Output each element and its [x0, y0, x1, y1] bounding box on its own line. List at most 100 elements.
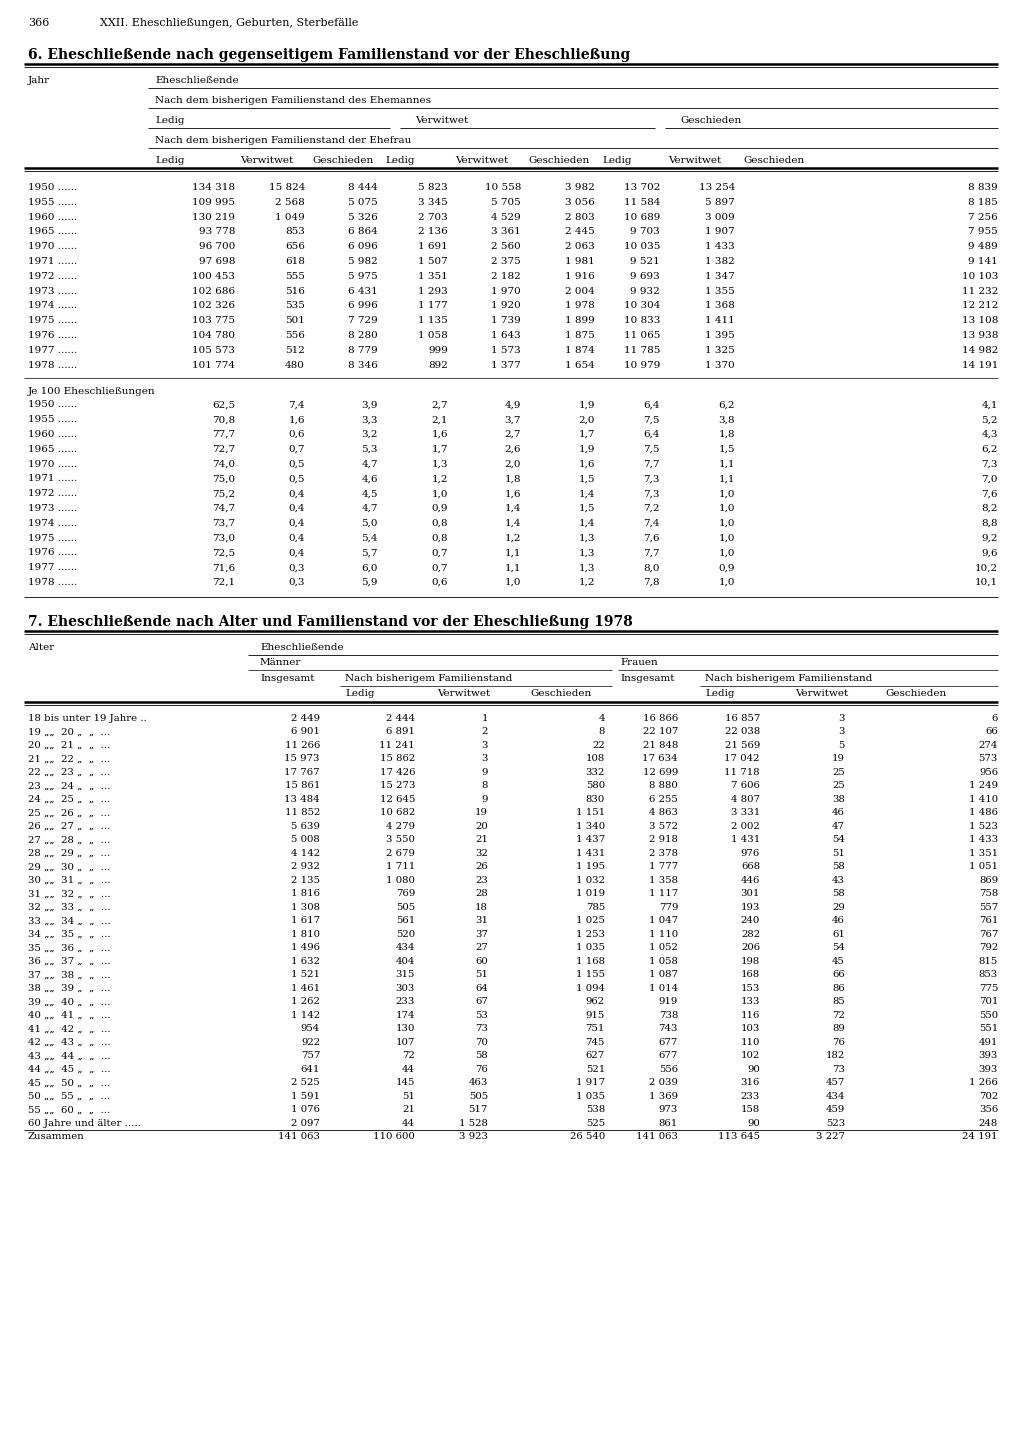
- Text: 1 340: 1 340: [575, 822, 605, 831]
- Text: 32: 32: [475, 849, 488, 858]
- Text: 580: 580: [586, 781, 605, 791]
- Text: 869: 869: [979, 875, 998, 885]
- Text: 1970 ......: 1970 ......: [28, 459, 77, 469]
- Text: 1 058: 1 058: [418, 330, 449, 340]
- Text: 4,1: 4,1: [981, 400, 998, 409]
- Text: 62,5: 62,5: [212, 400, 234, 409]
- Text: Nach bisherigem Familienstand: Nach bisherigem Familienstand: [345, 674, 512, 682]
- Text: 61: 61: [833, 930, 845, 940]
- Text: 13 108: 13 108: [962, 316, 998, 325]
- Text: 15 973: 15 973: [285, 754, 319, 764]
- Text: 1 970: 1 970: [492, 286, 521, 296]
- Text: 1,5: 1,5: [579, 475, 595, 483]
- Text: Je 100 Eheschließungen: Je 100 Eheschließungen: [28, 388, 156, 396]
- Text: 20 „„  21 „  „  ...: 20 „„ 21 „ „ ...: [28, 741, 111, 749]
- Text: Eheschließende: Eheschließende: [260, 644, 344, 652]
- Text: 3,2: 3,2: [361, 430, 378, 439]
- Text: 861: 861: [658, 1118, 678, 1128]
- Text: 58: 58: [475, 1051, 488, 1060]
- Text: 6. Eheschließende nach gegenseitigem Familienstand vor der Eheschließung: 6. Eheschließende nach gegenseitigem Fam…: [28, 49, 630, 61]
- Text: 13 484: 13 484: [285, 795, 319, 804]
- Text: 4 279: 4 279: [386, 822, 415, 831]
- Text: 7,7: 7,7: [643, 459, 660, 469]
- Text: 282: 282: [741, 930, 760, 940]
- Text: 134 318: 134 318: [193, 183, 234, 192]
- Text: 1974 ......: 1974 ......: [28, 302, 77, 310]
- Text: 501: 501: [285, 316, 305, 325]
- Text: 1 025: 1 025: [577, 917, 605, 925]
- Text: 535: 535: [285, 302, 305, 310]
- Text: 6 996: 6 996: [348, 302, 378, 310]
- Text: 1 410: 1 410: [969, 795, 998, 804]
- Text: 0,5: 0,5: [289, 475, 305, 483]
- Text: 32 „„  33 „  „  ...: 32 „„ 33 „ „ ...: [28, 902, 111, 912]
- Text: 7,4: 7,4: [289, 400, 305, 409]
- Text: 10 103: 10 103: [962, 272, 998, 280]
- Text: 44: 44: [402, 1065, 415, 1074]
- Text: 25 „„  26 „  „  ...: 25 „„ 26 „ „ ...: [28, 808, 111, 818]
- Text: 9 932: 9 932: [630, 286, 660, 296]
- Text: 27 „„  28 „  „  ...: 27 „„ 28 „ „ ...: [28, 835, 111, 844]
- Text: Verwitwet: Verwitwet: [437, 689, 490, 698]
- Text: 10 304: 10 304: [624, 302, 660, 310]
- Text: 44: 44: [402, 1118, 415, 1128]
- Text: 1 916: 1 916: [565, 272, 595, 280]
- Text: 240: 240: [740, 917, 760, 925]
- Text: 1,4: 1,4: [579, 519, 595, 528]
- Text: 182: 182: [825, 1051, 845, 1060]
- Text: 23 „„  24 „  „  ...: 23 „„ 24 „ „ ...: [28, 781, 111, 791]
- Text: 2,7: 2,7: [431, 400, 449, 409]
- Text: 2 918: 2 918: [649, 835, 678, 844]
- Text: 0,9: 0,9: [719, 563, 735, 572]
- Text: 1,2: 1,2: [579, 578, 595, 586]
- Text: 1 920: 1 920: [492, 302, 521, 310]
- Text: 561: 561: [395, 917, 415, 925]
- Text: 5 326: 5 326: [348, 213, 378, 222]
- Text: 248: 248: [979, 1118, 998, 1128]
- Text: 9: 9: [481, 795, 488, 804]
- Text: Jahr: Jahr: [28, 76, 50, 84]
- Text: 758: 758: [979, 889, 998, 898]
- Text: 3,9: 3,9: [361, 400, 378, 409]
- Text: 54: 54: [833, 944, 845, 952]
- Text: Geschieden: Geschieden: [528, 156, 589, 164]
- Text: 853: 853: [285, 227, 305, 236]
- Text: 2 063: 2 063: [565, 242, 595, 252]
- Text: 0,3: 0,3: [289, 563, 305, 572]
- Text: 1 573: 1 573: [492, 346, 521, 355]
- Text: 25: 25: [833, 781, 845, 791]
- Text: 18 bis unter 19 Jahre ..: 18 bis unter 19 Jahre ..: [28, 714, 146, 722]
- Text: 89: 89: [833, 1024, 845, 1034]
- Text: 1 368: 1 368: [706, 302, 735, 310]
- Text: 5 982: 5 982: [348, 257, 378, 266]
- Text: Nach dem bisherigen Familienstand des Ehemannes: Nach dem bisherigen Familienstand des Eh…: [155, 96, 431, 104]
- Text: 1 249: 1 249: [969, 781, 998, 791]
- Text: 18: 18: [475, 902, 488, 912]
- Text: 3: 3: [481, 741, 488, 749]
- Text: 1 195: 1 195: [575, 862, 605, 871]
- Text: Insgesamt: Insgesamt: [260, 674, 314, 682]
- Text: Geschieden: Geschieden: [885, 689, 946, 698]
- Text: 17 767: 17 767: [285, 768, 319, 776]
- Text: 1 632: 1 632: [291, 957, 319, 965]
- Text: 6,2: 6,2: [719, 400, 735, 409]
- Text: 2 135: 2 135: [291, 875, 319, 885]
- Text: 1 351: 1 351: [418, 272, 449, 280]
- Text: 7. Eheschließende nach Alter und Familienstand vor der Eheschließung 1978: 7. Eheschließende nach Alter und Familie…: [28, 615, 633, 629]
- Text: 233: 233: [740, 1091, 760, 1101]
- Text: 1975 ......: 1975 ......: [28, 533, 77, 542]
- Text: 28 „„  29 „  „  ...: 28 „„ 29 „ „ ...: [28, 849, 111, 858]
- Text: 1 049: 1 049: [275, 213, 305, 222]
- Text: 7,7: 7,7: [643, 548, 660, 558]
- Text: 75,2: 75,2: [212, 489, 234, 498]
- Text: 1,2: 1,2: [431, 475, 449, 483]
- Text: 10 558: 10 558: [484, 183, 521, 192]
- Text: 6,4: 6,4: [643, 400, 660, 409]
- Text: 100 453: 100 453: [193, 272, 234, 280]
- Text: 3,3: 3,3: [361, 415, 378, 425]
- Text: 8,0: 8,0: [643, 563, 660, 572]
- Text: 1950 ......: 1950 ......: [28, 400, 77, 409]
- Text: 33 „„  34 „  „  ...: 33 „„ 34 „ „ ...: [28, 917, 111, 925]
- Text: 1 293: 1 293: [418, 286, 449, 296]
- Text: 393: 393: [979, 1065, 998, 1074]
